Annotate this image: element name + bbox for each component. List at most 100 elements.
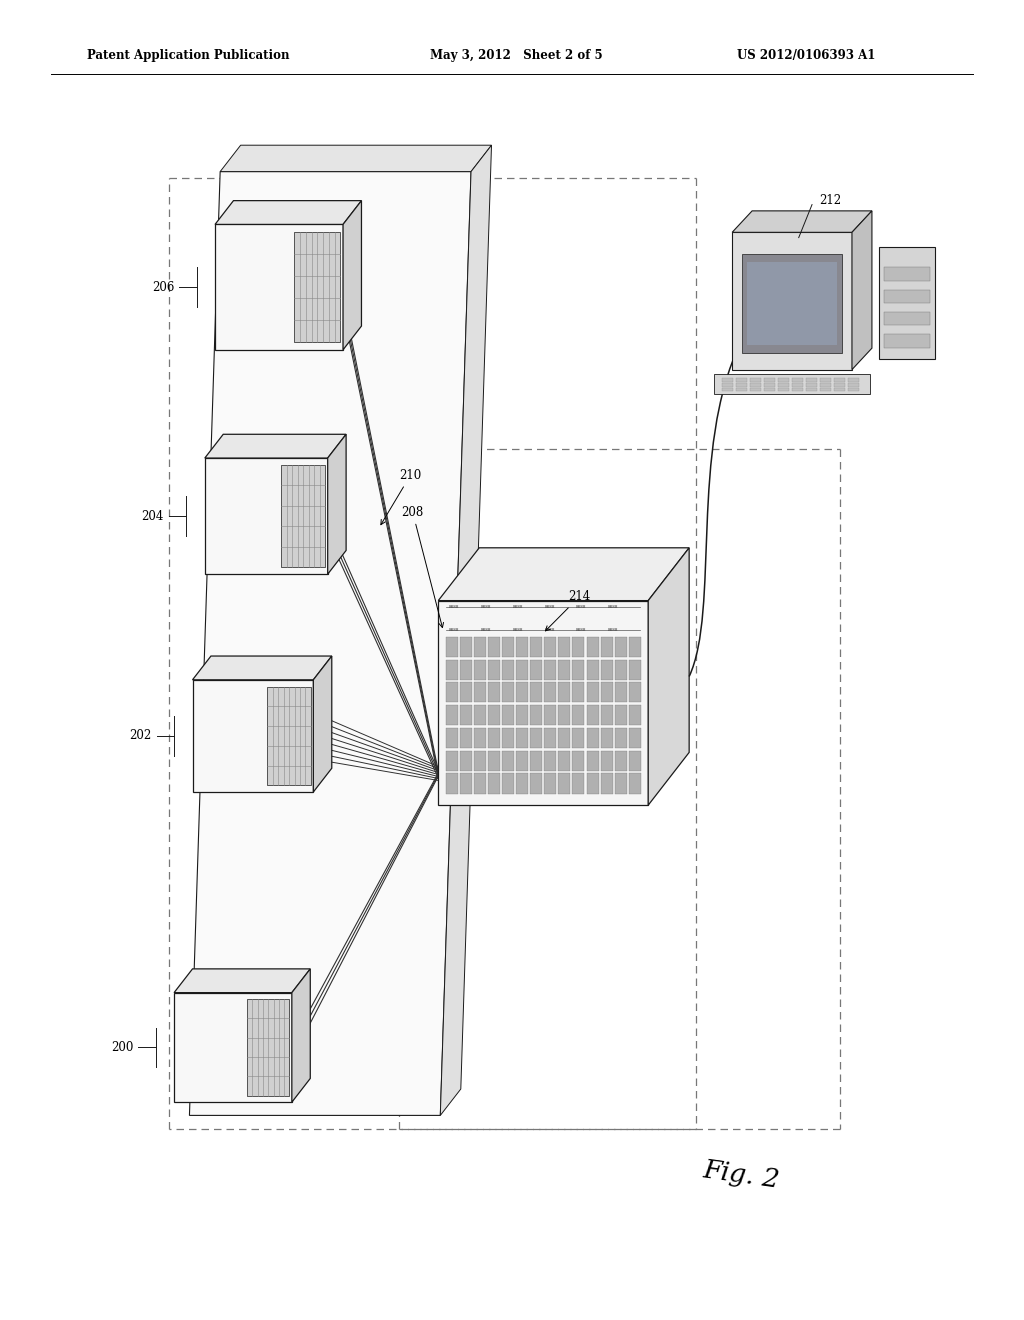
Polygon shape [545,636,556,657]
Polygon shape [848,388,859,392]
Polygon shape [750,388,761,392]
Polygon shape [545,774,556,793]
Polygon shape [572,774,585,793]
Polygon shape [530,636,543,657]
Polygon shape [545,751,556,771]
Polygon shape [736,383,746,387]
Polygon shape [885,334,930,347]
Polygon shape [343,201,361,350]
Polygon shape [614,727,627,748]
Polygon shape [474,727,485,748]
Polygon shape [587,751,599,771]
Polygon shape [445,774,458,793]
Polygon shape [193,656,332,680]
Text: 8888: 8888 [449,605,459,609]
Polygon shape [487,751,500,771]
Polygon shape [281,465,326,568]
Polygon shape [572,705,585,725]
Polygon shape [806,378,817,381]
Polygon shape [722,378,733,381]
Polygon shape [848,378,859,381]
Polygon shape [614,660,627,680]
Polygon shape [460,705,472,725]
Polygon shape [793,388,803,392]
Polygon shape [328,434,346,574]
Text: 210: 210 [381,469,422,524]
Polygon shape [835,383,845,387]
Polygon shape [764,388,775,392]
Polygon shape [267,686,311,785]
Polygon shape [629,774,641,793]
Polygon shape [502,705,514,725]
Polygon shape [732,232,852,370]
Polygon shape [793,383,803,387]
Polygon shape [445,636,458,657]
Polygon shape [516,705,528,725]
Polygon shape [572,751,585,771]
Polygon shape [820,378,831,381]
Polygon shape [545,705,556,725]
Text: 200: 200 [111,1041,133,1053]
Polygon shape [558,774,570,793]
Polygon shape [460,682,472,702]
Polygon shape [487,682,500,702]
Polygon shape [516,727,528,748]
Polygon shape [516,660,528,680]
Polygon shape [502,774,514,793]
Polygon shape [601,705,612,725]
Text: May 3, 2012   Sheet 2 of 5: May 3, 2012 Sheet 2 of 5 [430,49,603,62]
Polygon shape [629,705,641,725]
Polygon shape [558,660,570,680]
Text: Patent Application Publication: Patent Application Publication [87,49,290,62]
Polygon shape [474,660,485,680]
Polygon shape [502,727,514,748]
Polygon shape [587,682,599,702]
Polygon shape [445,727,458,748]
Polygon shape [848,383,859,387]
Polygon shape [885,268,930,281]
Text: 8888: 8888 [480,605,490,609]
Polygon shape [820,383,831,387]
Polygon shape [879,247,935,359]
Text: 8888: 8888 [545,628,555,632]
Polygon shape [474,751,485,771]
Polygon shape [502,660,514,680]
Polygon shape [474,774,485,793]
Text: 206: 206 [152,281,174,293]
Polygon shape [530,774,543,793]
Polygon shape [601,774,612,793]
Polygon shape [572,727,585,748]
Polygon shape [189,172,471,1115]
Polygon shape [247,999,290,1096]
Polygon shape [714,374,870,395]
Polygon shape [516,774,528,793]
Polygon shape [558,751,570,771]
Polygon shape [487,660,500,680]
Polygon shape [530,660,543,680]
Polygon shape [516,751,528,771]
Polygon shape [205,434,346,458]
Polygon shape [516,682,528,702]
Polygon shape [516,636,528,657]
Polygon shape [474,705,485,725]
Polygon shape [736,388,746,392]
Polygon shape [778,388,788,392]
Polygon shape [722,388,733,392]
Polygon shape [445,660,458,680]
Polygon shape [601,751,612,771]
Polygon shape [629,660,641,680]
Text: 8888: 8888 [449,628,459,632]
Polygon shape [587,774,599,793]
Polygon shape [558,682,570,702]
Polygon shape [220,145,492,172]
Polygon shape [474,682,485,702]
Polygon shape [445,751,458,771]
Polygon shape [852,211,871,370]
Polygon shape [502,682,514,702]
Polygon shape [572,682,585,702]
Polygon shape [487,774,500,793]
Polygon shape [614,705,627,725]
Text: 8888: 8888 [545,605,555,609]
Polygon shape [530,727,543,748]
Polygon shape [445,682,458,702]
